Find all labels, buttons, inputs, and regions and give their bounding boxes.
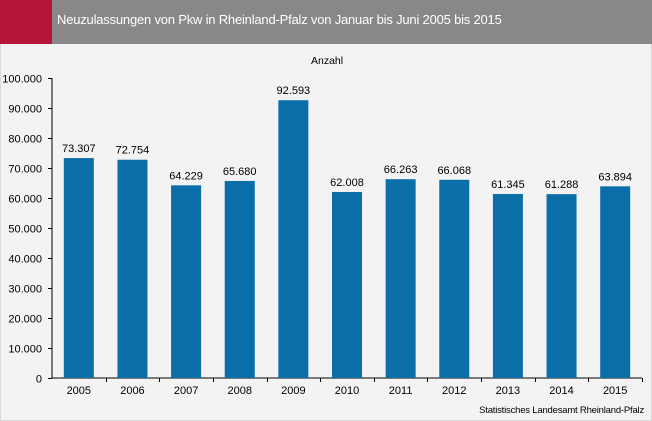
bar: [546, 194, 577, 378]
y-tick-label: 50.000: [8, 224, 42, 236]
data-label: 72.754: [116, 145, 150, 157]
y-tick-label: 100.000: [2, 74, 42, 86]
y-tick-label: 70.000: [8, 164, 42, 176]
bar: [439, 179, 470, 378]
x-tick-label: 2005: [67, 385, 91, 397]
y-tick-label: 60.000: [8, 194, 42, 206]
x-tick-label: 2012: [442, 385, 466, 397]
bar: [117, 159, 148, 378]
data-label: 66.068: [437, 165, 471, 177]
x-tick-label: 2014: [549, 385, 573, 397]
chart-header: Neuzulassungen von Pkw in Rheinland-Pfal…: [0, 0, 652, 44]
y-tick-label: 10.000: [8, 344, 42, 356]
y-tick-label: 40.000: [8, 254, 42, 266]
x-tick-label: 2008: [227, 385, 251, 397]
y-tick-label: 20.000: [8, 314, 42, 326]
bar: [171, 185, 202, 378]
chart-title: Neuzulassungen von Pkw in Rheinland-Pfal…: [57, 12, 502, 27]
data-label: 64.229: [169, 170, 203, 182]
bar: [332, 191, 362, 378]
x-tick-label: 2009: [281, 385, 305, 397]
data-label: 63.894: [598, 171, 632, 183]
data-label: 65.680: [223, 166, 257, 178]
data-label: 61.288: [545, 179, 579, 191]
bar: [278, 100, 309, 378]
bar: [600, 186, 631, 378]
title-bar: [52, 0, 652, 44]
y-tick-label: 80.000: [8, 134, 42, 146]
bar: [63, 158, 94, 378]
bar: [385, 179, 416, 378]
bar: [224, 180, 255, 378]
bar: [492, 193, 523, 378]
data-label: 62.008: [330, 177, 364, 189]
x-tick-label: 2015: [603, 385, 627, 397]
y-tick-label: 90.000: [8, 104, 42, 116]
data-label: 66.263: [384, 164, 418, 176]
data-label: 61.345: [491, 179, 525, 191]
x-tick-label: 2007: [174, 385, 198, 397]
accent-block: [0, 0, 52, 44]
x-tick-label: 2011: [389, 385, 413, 397]
data-label: 73.307: [62, 143, 96, 155]
x-tick-label: 2010: [335, 385, 359, 397]
y-tick-label: 30.000: [8, 284, 42, 296]
y-axis-unit-label: Anzahl: [311, 55, 344, 67]
x-tick-label: 2013: [496, 385, 520, 397]
y-tick-label: 0: [36, 374, 42, 386]
data-label: 92.593: [277, 85, 311, 97]
x-tick-label: 2006: [120, 385, 144, 397]
source-note: Statistisches Landesamt Rheinland-Pfalz: [479, 405, 644, 416]
